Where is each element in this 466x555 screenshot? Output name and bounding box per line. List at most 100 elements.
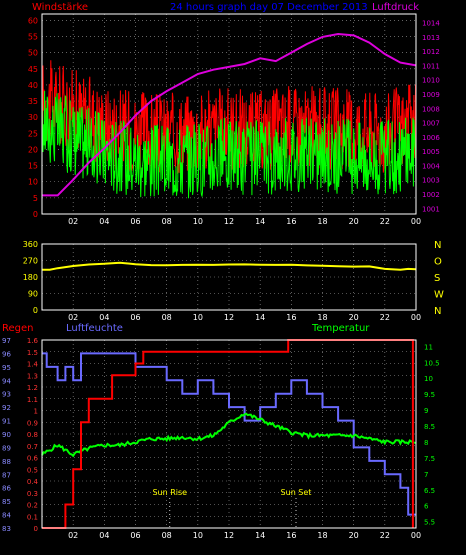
temperature-series <box>41 412 417 458</box>
x-tick-label: 20 <box>349 531 359 540</box>
y-tick-label-temperature: 9.5 <box>424 391 435 399</box>
x-tick-label: 16 <box>286 217 296 226</box>
y-tick-label-humidity: 94 <box>2 377 11 385</box>
y-tick-label-pressure: 1003 <box>422 177 440 185</box>
y-tick-label-rain: 0.5 <box>27 466 38 474</box>
compass-label: N <box>434 306 441 317</box>
y-tick-label-pressure: 1007 <box>422 120 440 128</box>
y-tick-label-temperature: 8 <box>424 439 428 447</box>
y-tick-label-rain: 0.3 <box>27 490 38 498</box>
y-tick-label-humidity: 91 <box>2 418 11 426</box>
x-tick-label: 22 <box>380 217 390 226</box>
page-title: 24 hours graph day 07 December 2013 <box>170 2 368 13</box>
pressure-series <box>42 32 417 197</box>
y-tick-label-temperature: 6 <box>424 503 429 511</box>
y-tick-label-rain: 1.6 <box>27 337 39 345</box>
y-tick-label-direction: 270 <box>23 257 38 266</box>
x-tick-label: 16 <box>286 531 296 540</box>
x-tick-label: 14 <box>255 217 265 226</box>
x-tick-label: 18 <box>317 217 327 226</box>
x-tick-label: 02 <box>68 313 78 322</box>
y-tick-label-wind: 60 <box>28 16 38 25</box>
rain-axis-title: Regen <box>2 323 34 334</box>
x-tick-label: 20 <box>349 217 359 226</box>
x-tick-label: 08 <box>162 313 172 322</box>
wind-pressure-panel: 0510152025303540455055601001100210031004… <box>28 13 440 226</box>
x-tick-label: 00 <box>411 313 421 322</box>
y-tick-label-rain: 1.4 <box>27 361 39 369</box>
y-tick-label-pressure: 1001 <box>422 205 440 213</box>
x-tick-label: 04 <box>99 217 109 226</box>
x-tick-label: 04 <box>99 531 109 540</box>
temperature-axis-title: Temperatur <box>311 323 370 334</box>
y-tick-label-humidity: 93 <box>2 391 11 399</box>
y-tick-label-rain: 0.2 <box>27 502 38 510</box>
x-tick-label: 06 <box>130 217 140 226</box>
x-tick-label: 14 <box>255 313 265 322</box>
y-tick-label-temperature: 6.5 <box>424 487 435 495</box>
y-tick-label-direction: 0 <box>33 306 38 315</box>
x-tick-label: 02 <box>68 531 78 540</box>
x-tick-label: 14 <box>255 531 265 540</box>
y-tick-label-pressure: 1006 <box>422 134 440 142</box>
x-tick-label: 18 <box>317 531 327 540</box>
y-tick-label-pressure: 1004 <box>422 162 440 170</box>
x-tick-label: 02 <box>68 217 78 226</box>
x-tick-label: 22 <box>380 313 390 322</box>
y-tick-label-temperature: 5.5 <box>424 519 435 527</box>
y-tick-label-pressure: 1002 <box>422 191 440 199</box>
panel-frame <box>41 13 417 215</box>
y-tick-label-humidity: 92 <box>2 404 11 412</box>
y-tick-label-wind: 50 <box>28 49 38 58</box>
y-tick-label-humidity: 88 <box>2 458 11 466</box>
y-tick-label-temperature: 11 <box>424 343 433 351</box>
x-tick-label: 20 <box>349 313 359 322</box>
y-tick-label-temperature: 8.5 <box>424 423 435 431</box>
y-tick-label-rain: 0.6 <box>27 455 39 463</box>
panel-frame <box>41 339 417 529</box>
y-tick-label-humidity: 83 <box>2 525 11 533</box>
y-tick-label-temperature: 7.5 <box>424 455 435 463</box>
rain-series <box>42 339 414 529</box>
x-tick-label: 04 <box>99 313 109 322</box>
y-tick-label-pressure: 1012 <box>422 48 440 56</box>
y-tick-label-rain: 0.1 <box>27 513 38 521</box>
x-tick-label: 12 <box>224 217 234 226</box>
x-tick-label: 22 <box>380 531 390 540</box>
y-tick-label-direction: 360 <box>23 240 38 249</box>
y-tick-label-temperature: 10.5 <box>424 359 440 367</box>
y-tick-label-rain: 1.2 <box>27 384 38 392</box>
y-tick-label-rain: 1.1 <box>27 396 38 404</box>
x-tick-label: 00 <box>411 217 421 226</box>
y-tick-label-pressure: 1011 <box>422 62 440 70</box>
y-tick-label-rain: 1.5 <box>27 349 38 357</box>
y-tick-label-humidity: 96 <box>2 350 11 358</box>
y-tick-label-pressure: 1009 <box>422 91 440 99</box>
x-tick-label: 16 <box>286 313 296 322</box>
y-tick-label-pressure: 1008 <box>422 105 440 113</box>
x-tick-label: 08 <box>162 217 172 226</box>
y-tick-label-humidity: 84 <box>2 512 11 520</box>
y-tick-label-wind: 10 <box>28 178 38 187</box>
y-tick-label-pressure: 1014 <box>422 20 440 28</box>
y-tick-label-wind: 30 <box>28 113 38 122</box>
y-tick-label-wind: 15 <box>28 162 38 171</box>
y-tick-label-humidity: 87 <box>2 471 11 479</box>
compass-label: W <box>434 290 444 301</box>
sunset-label: Sun Set <box>281 488 312 497</box>
y-tick-label-rain: 1 <box>34 408 38 416</box>
panel-frame <box>41 243 417 311</box>
y-tick-label-pressure: 1013 <box>422 34 440 42</box>
y-tick-label-rain: 0 <box>34 525 38 533</box>
y-tick-label-pressure: 1010 <box>422 77 440 85</box>
x-tick-label: 12 <box>224 313 234 322</box>
x-tick-label: 06 <box>130 531 140 540</box>
y-tick-label-direction: 90 <box>28 290 38 299</box>
y-tick-label-temperature: 7 <box>424 471 428 479</box>
compass-label: O <box>434 257 442 268</box>
y-tick-label-wind: 0 <box>33 210 38 219</box>
rain-humidity-temperature-panel: 0 0.1 0.2 0.3 0.4 0.5 0.6 0.7 0.8 0.9 1 1.1 1.2 1.3 1.… <box>2 337 440 540</box>
y-tick-label-wind: 40 <box>28 81 38 90</box>
